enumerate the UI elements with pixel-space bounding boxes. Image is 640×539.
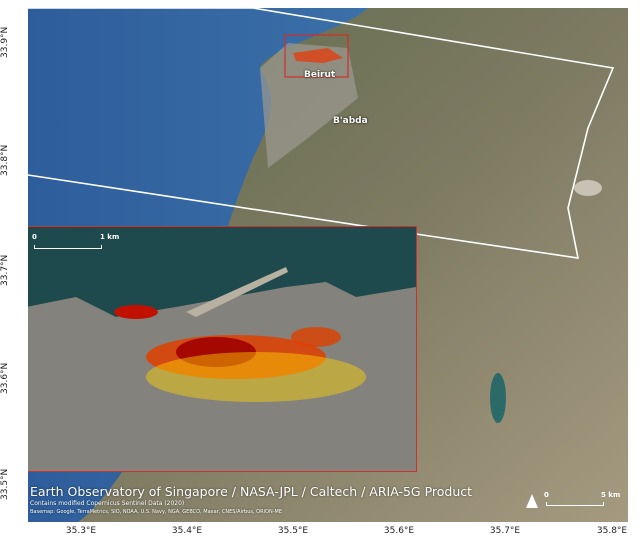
inset-scalebar xyxy=(34,245,102,249)
map-canvas[interactable]: Beirut B'abda 0 1 km Earth Observatory o… xyxy=(28,8,628,522)
lat-label: 33.8°N xyxy=(0,144,10,176)
label-babda: B'abda xyxy=(333,116,368,126)
scale-end: 5 km xyxy=(601,491,621,499)
lat-label: 33.6°N xyxy=(0,362,10,394)
scale-start: 0 xyxy=(544,491,549,499)
scalebar xyxy=(546,502,604,506)
credit-sentinel: Contains modified Copernicus Sentinel Da… xyxy=(30,500,185,507)
lat-label: 33.5°N xyxy=(0,468,10,500)
credit-basemap: Basemap: Google, TerraMetrics, SIO, NOAA… xyxy=(30,509,282,515)
lon-label: 35.3°E xyxy=(65,526,97,536)
inset-image xyxy=(28,227,416,471)
inset-scale-end: 1 km xyxy=(100,233,120,241)
lon-label: 35.4°E xyxy=(171,526,203,536)
lon-label: 35.6°E xyxy=(383,526,415,536)
lon-label: 35.7°E xyxy=(489,526,521,536)
north-arrow-icon xyxy=(526,494,538,508)
lon-label: 35.5°E xyxy=(277,526,309,536)
lake xyxy=(490,373,506,423)
inset-extent-box xyxy=(284,34,349,78)
inset-scale-start: 0 xyxy=(32,233,37,241)
lat-label: 33.9°N xyxy=(0,26,10,58)
map-title: Earth Observatory of Singapore / NASA-JP… xyxy=(30,484,473,499)
inset-map[interactable]: 0 1 km xyxy=(28,226,417,472)
lat-label: 33.7°N xyxy=(0,254,10,286)
label-beirut: Beirut xyxy=(304,70,336,80)
aoi-outline xyxy=(28,8,615,259)
lon-label: 35.8°E xyxy=(596,526,628,536)
damage-proxy-map xyxy=(114,305,366,402)
